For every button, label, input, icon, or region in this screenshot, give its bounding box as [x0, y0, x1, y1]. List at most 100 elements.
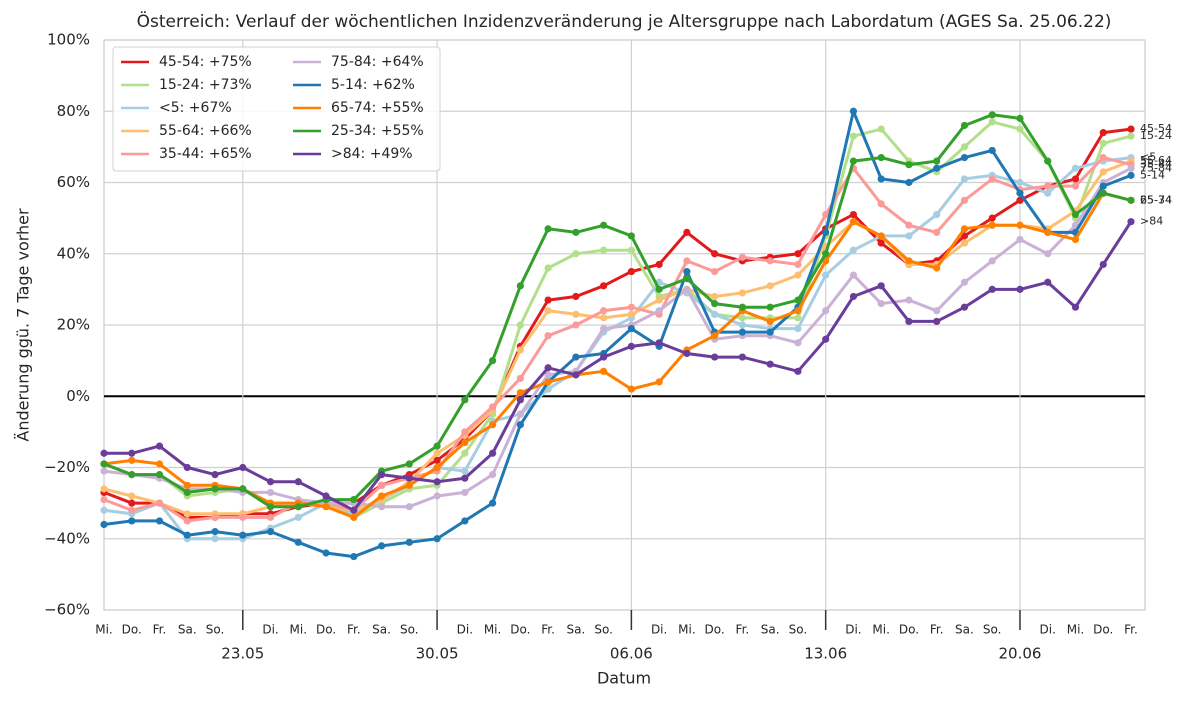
data-point [183, 517, 191, 525]
data-point [683, 257, 691, 265]
data-point [627, 310, 635, 318]
data-point [294, 513, 302, 521]
legend-label: 35-44: +65% [159, 146, 252, 162]
data-point [544, 378, 552, 386]
data-point [960, 278, 969, 286]
data-point [155, 471, 164, 479]
data-point [738, 328, 747, 336]
data-point [711, 250, 719, 258]
x-tick-label: Sa. [761, 623, 780, 637]
x-tick-label: So. [206, 623, 225, 637]
data-point [294, 538, 302, 546]
data-point [322, 492, 330, 500]
data-point [988, 111, 996, 119]
data-point [266, 528, 275, 536]
end-label: <5 [1140, 151, 1156, 164]
data-point [794, 271, 802, 279]
data-point [711, 353, 719, 361]
data-point [794, 296, 802, 304]
data-point [655, 307, 663, 315]
data-point [655, 296, 663, 304]
x-tick-label: So. [789, 623, 808, 637]
date-label: 20.06 [998, 645, 1041, 663]
x-tick-label: Di. [845, 623, 861, 637]
data-point [988, 221, 996, 229]
data-point [960, 153, 969, 162]
data-point [100, 495, 108, 504]
y-tick-label: 0% [66, 387, 90, 405]
data-point [572, 321, 580, 329]
series-line [103, 113, 1132, 509]
data-point [1016, 285, 1024, 293]
data-point [239, 463, 247, 472]
data-point [960, 303, 969, 311]
data-point [933, 307, 941, 315]
data-point [822, 210, 830, 219]
data-point [988, 146, 996, 155]
legend-label: 45-54: +75% [159, 54, 252, 70]
data-point [516, 282, 524, 290]
data-point [905, 221, 913, 229]
data-point [1099, 153, 1107, 162]
data-point [183, 481, 191, 489]
x-tick-label: Do. [510, 623, 530, 637]
data-point [433, 535, 441, 543]
data-point [433, 463, 441, 472]
data-point [794, 324, 802, 333]
data-point [600, 282, 608, 290]
data-point [877, 125, 885, 133]
data-point [155, 442, 164, 450]
x-tick-label: Fr. [347, 623, 361, 637]
end-label: 65-74 [1140, 193, 1172, 206]
data-point [1099, 168, 1107, 176]
data-point [600, 221, 608, 229]
data-point [738, 353, 747, 361]
data-point [488, 403, 497, 411]
data-point [239, 513, 247, 521]
data-point [600, 324, 608, 333]
data-point [933, 210, 941, 219]
x-axis-label: Datum [597, 669, 651, 688]
data-point [239, 485, 247, 493]
data-point [516, 389, 524, 397]
x-tick-label: Sa. [178, 623, 197, 637]
end-label: 55-64 [1140, 154, 1172, 167]
data-point [683, 285, 691, 293]
end-label: 45-54 [1140, 122, 1172, 135]
legend-label: 15-24: +73% [159, 77, 252, 93]
data-point [849, 210, 858, 219]
data-point [544, 296, 552, 304]
data-point [544, 332, 552, 340]
series-line [103, 156, 1132, 541]
x-tick-label: Do. [899, 623, 919, 637]
data-point [405, 538, 413, 546]
data-point [488, 499, 497, 507]
data-point [877, 200, 885, 208]
x-tick-label: Sa. [372, 623, 391, 637]
data-point [905, 296, 913, 304]
data-point [1071, 175, 1080, 183]
data-point [461, 517, 469, 525]
data-point [988, 175, 996, 183]
data-point [461, 428, 469, 436]
data-point [711, 300, 719, 308]
data-point [350, 552, 358, 561]
data-point [128, 449, 136, 457]
x-tick-label: Do. [122, 623, 142, 637]
data-point [960, 175, 969, 183]
data-point [877, 239, 885, 247]
data-point [1127, 218, 1135, 226]
data-point [322, 549, 330, 557]
data-point [377, 492, 386, 500]
x-tick-label: Do. [316, 623, 336, 637]
data-point [822, 250, 830, 258]
data-point [516, 321, 524, 329]
data-point [600, 314, 608, 322]
data-point [544, 364, 552, 372]
data-point [128, 506, 136, 514]
y-tick-label: 80% [57, 102, 90, 120]
data-point [849, 157, 858, 165]
data-point [877, 175, 885, 183]
data-point [350, 495, 358, 504]
data-point [405, 481, 413, 489]
